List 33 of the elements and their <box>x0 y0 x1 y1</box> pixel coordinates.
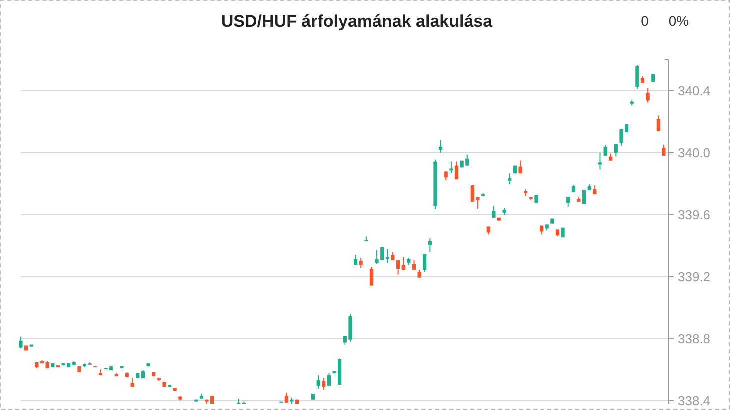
candlestick <box>322 378 326 391</box>
y-tick-label: 338.8 <box>678 331 711 346</box>
candlestick <box>284 392 288 404</box>
y-tick-label: 340.4 <box>678 84 711 99</box>
y-tick-label: 338.4 <box>678 393 711 408</box>
candlestick <box>386 248 390 264</box>
candlestick <box>518 160 522 174</box>
candlestick <box>604 144 608 156</box>
candlestick <box>327 372 332 387</box>
candlestick <box>396 260 400 276</box>
candlestick <box>492 206 496 218</box>
candlestick <box>598 152 602 170</box>
candlestick <box>614 144 618 158</box>
candlestick <box>19 336 23 350</box>
candlestick <box>316 374 320 390</box>
candlestick <box>428 238 432 253</box>
y-tick-label: 339.2 <box>678 269 711 284</box>
candlestick <box>370 266 374 286</box>
candlestick <box>636 64 640 90</box>
candlestick <box>662 144 666 156</box>
candlestick <box>439 140 443 154</box>
candlestick <box>646 88 650 104</box>
candlestick <box>359 258 363 269</box>
text: 0 <box>641 13 650 29</box>
chart-title: USD/HUF árfolyamának alakulása <box>221 12 494 31</box>
text: 0% <box>668 13 690 29</box>
candlestick <box>656 115 660 132</box>
candlestick <box>402 256 406 271</box>
candlestick <box>423 254 427 272</box>
y-tick-label: 339.6 <box>678 208 711 223</box>
candlestick <box>508 173 512 185</box>
y-tick-label: 340.0 <box>678 146 711 161</box>
candlestick <box>454 161 459 180</box>
